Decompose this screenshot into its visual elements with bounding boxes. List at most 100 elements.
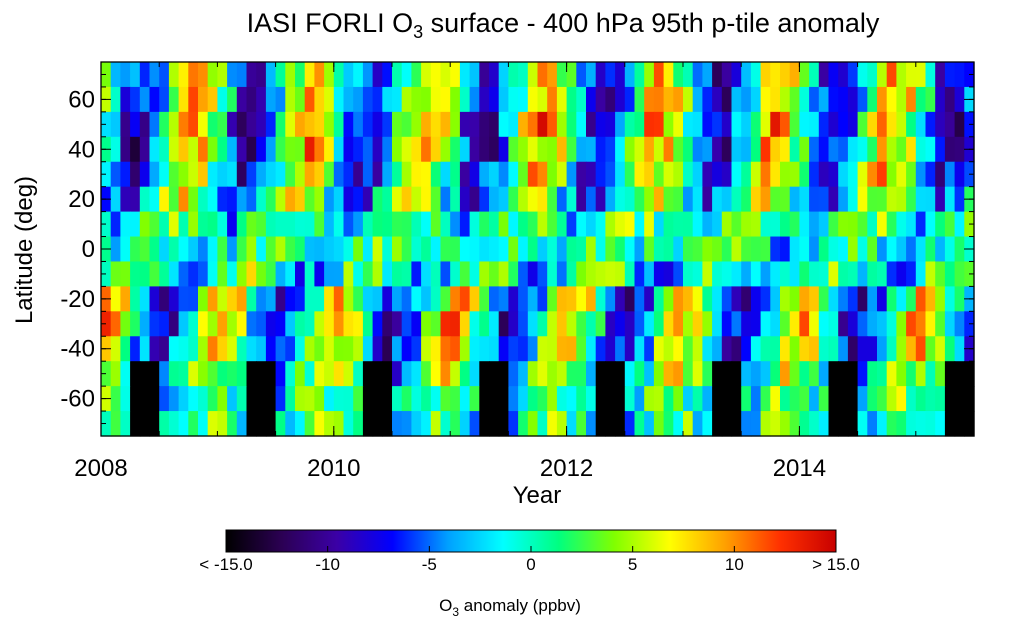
- heatmap-cell: [838, 161, 849, 188]
- heatmap-cell: [101, 111, 112, 138]
- heatmap-cell: [624, 261, 636, 287]
- heatmap-cell: [712, 186, 723, 213]
- heatmap-cell: [586, 186, 597, 213]
- heatmap-cell: [692, 361, 703, 387]
- heatmap-cell: [217, 311, 228, 337]
- heatmap-cell: [673, 386, 684, 412]
- heatmap-cell: [440, 386, 451, 412]
- heatmap-cell: [857, 261, 868, 287]
- heatmap-cell: [518, 186, 529, 213]
- heatmap-cell: [440, 261, 451, 287]
- heatmap-cell: [101, 261, 112, 287]
- heatmap-cell: [721, 62, 733, 88]
- heatmap-cell: [683, 261, 694, 287]
- heatmap-cell: [440, 311, 451, 337]
- heatmap-cell: [256, 386, 267, 412]
- heatmap-cell: [227, 161, 238, 188]
- heatmap-cell: [450, 111, 461, 138]
- heatmap-cell: [857, 386, 868, 412]
- heatmap-cell: [401, 386, 412, 412]
- heatmap-cell: [285, 411, 296, 437]
- heatmap-cell: [857, 161, 868, 188]
- heatmap-cell: [265, 236, 277, 263]
- heatmap-cell: [440, 136, 451, 163]
- heatmap-cell: [750, 236, 762, 263]
- heatmap-cell: [586, 361, 597, 387]
- heatmap-cell: [295, 161, 306, 188]
- heatmap-cell: [838, 261, 849, 287]
- heatmap-cell: [188, 86, 199, 113]
- heatmap-cell: [799, 286, 810, 312]
- heatmap-cell: [692, 136, 703, 163]
- heatmap-cell: [314, 186, 325, 213]
- heatmap-cell: [527, 361, 539, 387]
- heatmap-cell: [877, 136, 888, 163]
- heatmap-cell: [207, 286, 218, 312]
- heatmap-cell: [683, 236, 694, 263]
- heatmap-cell: [139, 111, 151, 138]
- heatmap-cell: [304, 62, 315, 88]
- heatmap-cell: [362, 311, 374, 337]
- heatmap-cell: [130, 211, 141, 238]
- heatmap-cell: [586, 336, 597, 362]
- heatmap-cell: [168, 136, 180, 163]
- heatmap-cell: [324, 386, 335, 412]
- heatmap-cell: [430, 411, 442, 437]
- heatmap-cell: [275, 311, 286, 337]
- heatmap-cell: [217, 411, 228, 437]
- heatmap-cell: [508, 111, 519, 138]
- heatmap-cell: [324, 211, 335, 238]
- heatmap-cell: [595, 286, 606, 312]
- heatmap-cell: [265, 361, 277, 387]
- heatmap-cell: [702, 62, 713, 88]
- heatmap-cell: [489, 261, 500, 287]
- heatmap-cell: [188, 286, 199, 312]
- heatmap-cell: [314, 411, 325, 437]
- heatmap-cell: [450, 211, 461, 238]
- heatmap-cell: [159, 261, 170, 287]
- heatmap-cell: [372, 311, 383, 337]
- heatmap-cell: [498, 236, 509, 263]
- heatmap-cell: [333, 411, 345, 437]
- heatmap-cell: [198, 261, 209, 287]
- heatmap-cell: [683, 86, 694, 113]
- heatmap-cell: [566, 62, 577, 88]
- heatmap-cell: [906, 161, 917, 188]
- heatmap-cell: [236, 136, 248, 163]
- heatmap-cell: [236, 286, 248, 312]
- heatmap-cell: [731, 62, 742, 88]
- heatmap-cell: [382, 261, 393, 287]
- heatmap-cell: [809, 361, 820, 387]
- heatmap-cell: [372, 286, 383, 312]
- heatmap-cell: [246, 286, 257, 312]
- heatmap-cell: [324, 236, 335, 263]
- heatmap-cell: [547, 411, 558, 437]
- heatmap-cell: [809, 62, 820, 88]
- heatmap-cell: [246, 186, 257, 213]
- heatmap-cell: [333, 336, 345, 362]
- heatmap-cell: [401, 311, 412, 337]
- heatmap-cell: [634, 211, 645, 238]
- heatmap-cell: [586, 311, 597, 337]
- heatmap-cell: [944, 211, 956, 238]
- heatmap-cell: [770, 86, 781, 113]
- heatmap-cell: [712, 336, 723, 362]
- heatmap-cell: [925, 86, 936, 113]
- y-tick-label: 60: [68, 86, 95, 113]
- heatmap-cell: [130, 286, 141, 312]
- heatmap-cell: [556, 62, 568, 88]
- heatmap-cell: [634, 236, 645, 263]
- heatmap-cell: [838, 62, 849, 88]
- heatmap-cell: [915, 261, 927, 287]
- heatmap-cell: [760, 136, 771, 163]
- heatmap-cell: [547, 186, 558, 213]
- heatmap-cell: [877, 386, 888, 412]
- heatmap-cell: [566, 361, 577, 387]
- heatmap-cell: [479, 161, 490, 188]
- heatmap-cell: [304, 86, 315, 113]
- heatmap-cell: [857, 86, 868, 113]
- heatmap-cell: [207, 86, 218, 113]
- heatmap-cell: [702, 261, 713, 287]
- heatmap-cell: [576, 111, 587, 138]
- heatmap-cell: [721, 386, 733, 412]
